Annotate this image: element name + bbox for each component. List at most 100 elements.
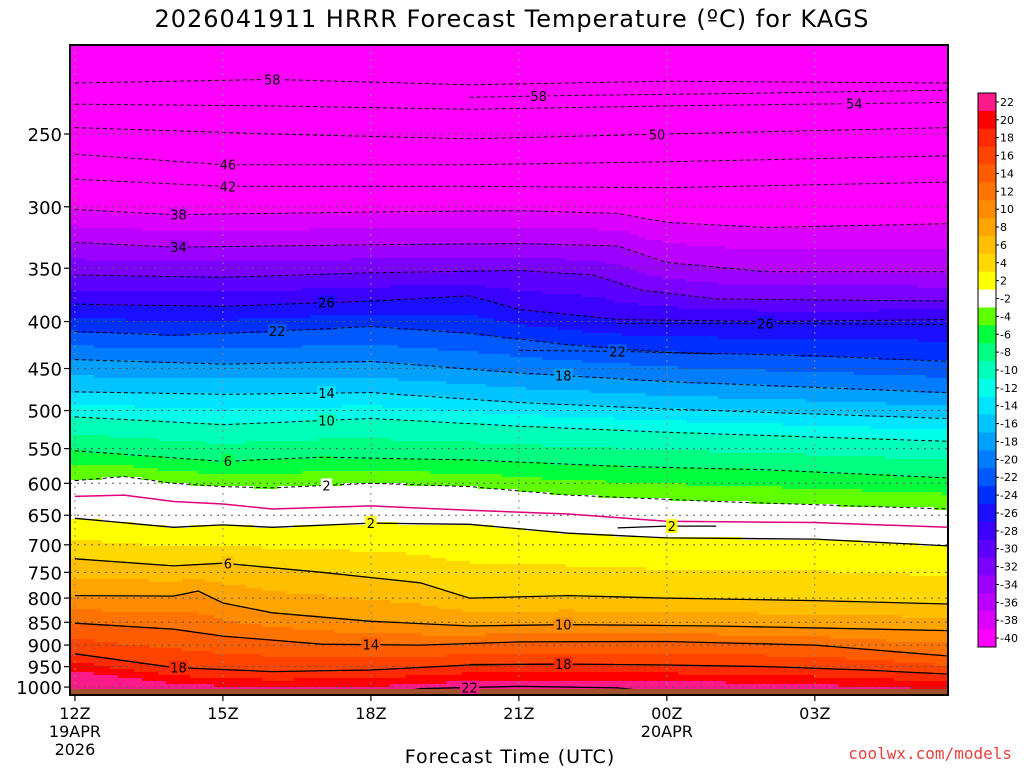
temperature-cell <box>470 315 479 334</box>
temperature-cell <box>574 480 583 496</box>
temperature-cell <box>262 261 271 277</box>
temperature-cell <box>222 231 231 247</box>
temperature-cell <box>174 291 183 307</box>
temperature-cell <box>238 306 247 319</box>
temperature-cell <box>134 291 143 307</box>
temperature-cell <box>566 390 575 406</box>
temperature-cell <box>838 273 847 286</box>
temperature-cell <box>942 288 948 301</box>
temperature-cell <box>526 564 535 598</box>
temperature-cell <box>518 612 527 625</box>
temperature-cell <box>406 243 415 259</box>
temperature-cell <box>766 372 775 388</box>
colorbar-label: -28 <box>1000 525 1018 538</box>
temperature-cell <box>678 654 687 667</box>
temperature-cell <box>86 243 95 262</box>
temperature-cell <box>822 225 831 250</box>
temperature-cell <box>286 528 295 550</box>
temperature-cell <box>934 225 943 250</box>
temperature-cell <box>726 321 735 340</box>
temperature-cell <box>686 627 695 634</box>
temperature-cell <box>582 261 591 277</box>
temperature-cell <box>566 261 575 274</box>
temperature-cell <box>78 345 87 361</box>
temperature-cell <box>630 567 639 598</box>
temperature-cell <box>750 471 759 487</box>
temperature-cell <box>182 393 191 409</box>
temperature-cell <box>630 381 639 394</box>
colorbar-label: 6 <box>1000 239 1007 252</box>
temperature-cell <box>110 561 119 580</box>
temperature-cell <box>926 672 935 682</box>
temperature-cell <box>494 633 503 643</box>
temperature-cell <box>838 456 847 475</box>
temperature-cell <box>742 627 751 637</box>
temperature-cell <box>798 372 807 388</box>
temperature-cell <box>598 447 607 466</box>
temperature-cell <box>294 474 303 487</box>
temperature-cell <box>742 309 751 322</box>
temperature-cell <box>294 231 303 247</box>
temperature-cell <box>934 459 943 478</box>
temperature-cell <box>430 666 439 676</box>
temperature-cell <box>350 621 359 634</box>
temperature-cell <box>918 375 927 394</box>
temperature-cell <box>350 246 359 259</box>
temperature-cell <box>750 636 759 646</box>
temperature-cell <box>118 579 127 598</box>
temperature-cell <box>278 423 287 442</box>
temperature-cell <box>246 672 255 679</box>
temperature-cell <box>470 351 479 370</box>
temperature-cell <box>782 228 791 250</box>
y-tick-label: 450 <box>28 360 62 381</box>
temperature-cell <box>486 666 495 673</box>
temperature-cell <box>790 426 799 436</box>
temperature-cell <box>750 321 759 340</box>
temperature-cell <box>750 354 759 370</box>
temperature-cell <box>462 243 471 259</box>
temperature-cell <box>342 315 351 328</box>
temperature-cell <box>670 366 679 382</box>
temperature-cell <box>790 669 799 676</box>
temperature-cell <box>926 45 935 226</box>
temperature-cell <box>134 321 143 334</box>
temperature-cell <box>654 381 663 397</box>
temperature-cell <box>766 453 775 472</box>
temperature-cell <box>926 417 935 430</box>
temperature-cell <box>590 663 599 673</box>
temperature-cell <box>694 336 703 355</box>
temperature-cell <box>758 354 767 370</box>
temperature-cell <box>614 654 623 667</box>
isotherm-label: 10 <box>555 619 572 634</box>
temperature-cell <box>150 582 159 598</box>
temperature-cell <box>702 501 711 538</box>
temperature-cell <box>670 681 679 695</box>
temperature-cell <box>694 282 703 298</box>
temperature-cell <box>558 681 567 695</box>
temperature-cell <box>838 657 847 670</box>
temperature-cell <box>646 537 655 571</box>
temperature-cell <box>350 678 359 688</box>
temperature-cell <box>774 321 783 340</box>
temperature-cell <box>478 681 487 695</box>
temperature-cell <box>382 273 391 289</box>
temperature-cell <box>486 270 495 289</box>
temperature-cell <box>614 378 623 394</box>
temperature-cell <box>358 438 367 460</box>
temperature-cell <box>70 654 79 664</box>
credit-link[interactable]: coolwx.com/models <box>848 744 1012 763</box>
temperature-cell <box>190 486 199 526</box>
temperature-cell <box>542 447 551 463</box>
temperature-cell <box>326 330 335 346</box>
temperature-cell <box>646 468 655 484</box>
temperature-cell <box>734 285 743 301</box>
temperature-cell <box>414 675 423 685</box>
temperature-cell <box>942 675 948 682</box>
temperature-cell <box>534 258 543 274</box>
temperature-cell <box>294 330 303 349</box>
temperature-cell <box>454 654 463 667</box>
temperature-cell <box>350 288 359 304</box>
temperature-cell <box>174 408 183 424</box>
temperature-cell <box>262 408 271 424</box>
temperature-cell <box>374 378 383 394</box>
